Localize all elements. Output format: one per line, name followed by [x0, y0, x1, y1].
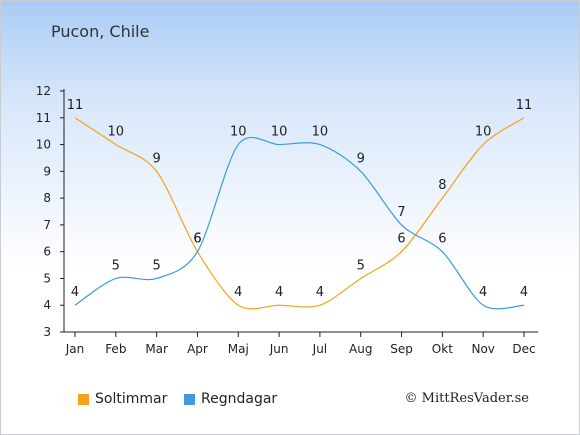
x-tick-label: Okt — [432, 342, 453, 356]
x-tick-label: Sep — [390, 342, 413, 356]
data-label-regndagar: 4 — [71, 285, 79, 300]
y-tick-label: 4 — [43, 298, 51, 312]
x-tick-label: Jul — [312, 342, 327, 356]
data-label-soltimmar: 10 — [475, 125, 492, 140]
data-label-soltimmar: 5 — [357, 258, 365, 273]
data-label-soltimmar: 9 — [152, 151, 160, 166]
data-label-soltimmar: 11 — [67, 98, 84, 113]
x-tick-label: Maj — [228, 342, 249, 356]
data-label-regndagar: 4 — [479, 285, 487, 300]
y-tick-label: 9 — [43, 164, 51, 178]
x-tick-label: Feb — [105, 342, 126, 356]
series-line-regndagar — [74, 136, 525, 310]
y-tick-label: 8 — [43, 191, 51, 205]
chart-title: Pucon, Chile — [51, 22, 150, 41]
legend-item-soltimmar: Soltimmar — [78, 390, 167, 408]
data-label-regndagar: 10 — [312, 125, 329, 140]
y-tick-label: 7 — [43, 218, 51, 232]
y-tick-label: 3 — [43, 325, 51, 339]
data-label-soltimmar: 4 — [316, 285, 324, 300]
y-tick-label: 12 — [36, 84, 51, 98]
data-label-soltimmar: 6 — [193, 232, 201, 247]
data-label-soltimmar: 8 — [438, 178, 446, 193]
legend-item-regndagar: Regndagar — [184, 390, 277, 408]
legend-label-regndagar: Regndagar — [201, 391, 278, 407]
x-tick-label: Nov — [471, 342, 494, 356]
data-label-regndagar: 10 — [230, 125, 247, 140]
data-label-regndagar: 6 — [193, 232, 201, 247]
climate-line-chart: 3 4 5 6 7 8 9 10 11 12 Jan Feb Mar Apr Maj Jun Jul Aug Sep… — [36, 84, 538, 356]
y-tick-label: 10 — [36, 138, 51, 152]
series-line-soltimmar — [74, 117, 525, 310]
legend-label-soltimmar: Soltimmar — [95, 391, 168, 407]
y-tick-label: 6 — [43, 245, 51, 259]
data-label-regndagar: 4 — [520, 285, 528, 300]
copyright-text: © MittResVader.se — [404, 391, 529, 406]
data-label-soltimmar: 4 — [234, 285, 242, 300]
data-label-regndagar: 10 — [271, 125, 288, 140]
data-label-regndagar: 5 — [112, 258, 120, 273]
x-tick-label: Dec — [512, 342, 535, 356]
data-label-soltimmar: 10 — [108, 125, 125, 140]
x-tick-label: Mar — [145, 342, 168, 356]
legend-swatch-soltimmar — [78, 393, 89, 405]
y-tick-label: 5 — [43, 271, 51, 285]
data-label-soltimmar: 4 — [275, 285, 283, 300]
data-label-regndagar: 9 — [357, 151, 365, 166]
x-tick-label: Aug — [349, 342, 372, 356]
legend-swatch-regndagar — [184, 393, 195, 405]
data-label-regndagar: 5 — [152, 258, 160, 273]
x-tick-label: Jun — [269, 342, 289, 356]
data-label-regndagar: 7 — [397, 205, 405, 220]
data-label-soltimmar: 6 — [397, 232, 405, 247]
y-tick-label: 11 — [36, 111, 51, 125]
x-tick-label: Apr — [187, 342, 208, 356]
x-tick-label: Jan — [65, 342, 85, 356]
data-label-soltimmar: 11 — [516, 98, 533, 113]
data-label-regndagar: 6 — [438, 232, 446, 247]
